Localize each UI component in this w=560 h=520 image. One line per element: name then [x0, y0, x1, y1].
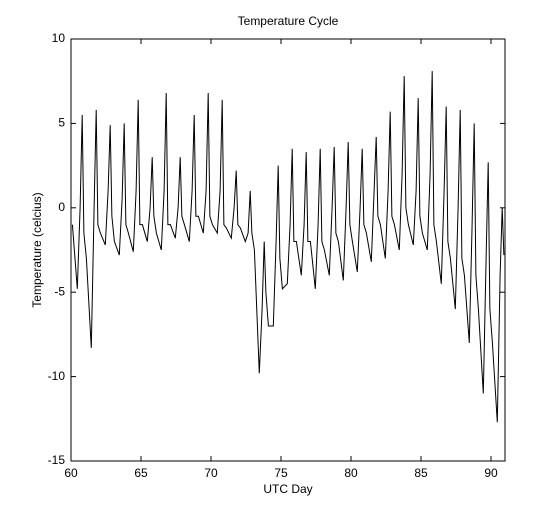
line-series: [71, 71, 505, 423]
y-tick-label: -5: [54, 284, 65, 298]
x-axis-label: UTC Day: [263, 482, 312, 496]
x-tick-label: 80: [344, 466, 358, 480]
x-tick-label: 65: [134, 466, 148, 480]
x-tick-label: 75: [274, 466, 288, 480]
y-tick-label: 10: [52, 31, 66, 45]
x-tick-label: 60: [64, 466, 78, 480]
y-tick-label: -15: [48, 453, 66, 467]
x-tick-label: 70: [204, 466, 218, 480]
y-tick-label: -10: [48, 369, 66, 383]
y-axis-label: Temperature (celcius): [30, 192, 44, 307]
x-tick-label: 90: [484, 466, 498, 480]
x-tick-label: 85: [414, 466, 428, 480]
y-tick-label: 5: [58, 116, 65, 130]
plot-frame: [70, 38, 506, 462]
chart-title: Temperature Cycle: [238, 14, 339, 28]
y-tick-label: 0: [58, 200, 65, 214]
